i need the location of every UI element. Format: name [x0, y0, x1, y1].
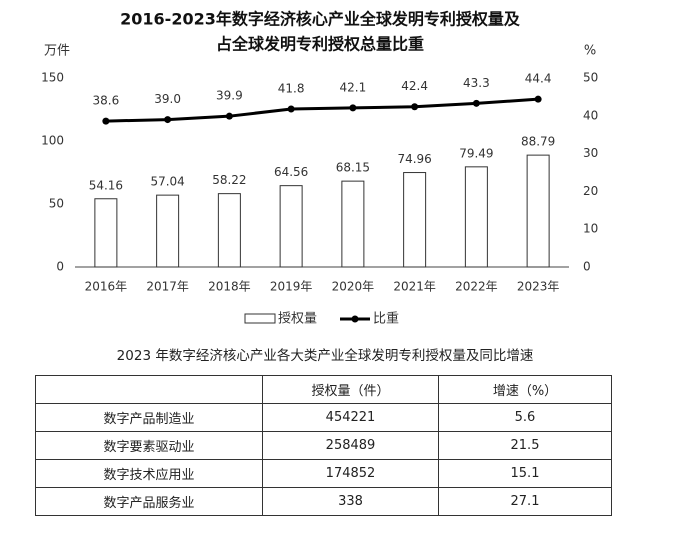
bar	[279, 185, 303, 268]
data-label: 43.3	[463, 76, 490, 90]
data-label: 64.56	[274, 165, 308, 179]
table-cell: 数字技术应用业	[35, 459, 263, 488]
data-label: 38.6	[93, 94, 120, 108]
bar	[156, 194, 180, 268]
table: 授权量（件） 增速（%） 数字产品制造业 454221 5.6 数字要素驱动业 2584…	[35, 375, 612, 516]
table-header-cell: 增速（%）	[438, 375, 612, 404]
chart-title: 占全球发明专利授权总量比重	[216, 35, 424, 54]
legend-label: 授权量	[278, 311, 317, 327]
line-point	[411, 103, 419, 111]
x-tick-label: 2022年	[455, 280, 498, 294]
x-tick-label: 2017年	[146, 280, 189, 294]
line-point	[164, 116, 172, 124]
y-tick-label: 150	[41, 71, 64, 85]
table-cell: 21.5	[438, 431, 612, 460]
y2-tick-label: 20	[583, 184, 598, 198]
x-tick-label: 2021年	[393, 280, 436, 294]
data-label: 79.49	[459, 146, 493, 160]
bar	[403, 172, 427, 268]
table-row: 数字产品制造业 454221 5.6	[35, 403, 612, 432]
legend-swatch	[351, 315, 359, 323]
chart: 2016-2023年数字经济核心产业全球发明专利授权量及 占全球发明专利授权总量…	[41, 10, 598, 327]
y2-axis-label: %	[584, 44, 596, 59]
table-title: 2023 年数字经济核心产业各大类产业全球发明专利授权量及同比增速	[116, 348, 534, 364]
table-cell	[35, 375, 263, 404]
table-cell: 数字要素驱动业	[35, 431, 263, 460]
line-point	[472, 99, 480, 107]
data-label: 39.9	[216, 89, 243, 103]
table-header-cell: 授权量（件）	[262, 375, 439, 404]
data-label: 68.15	[336, 161, 370, 175]
bar	[341, 180, 365, 268]
table-cell: 15.1	[438, 459, 612, 488]
x-tick-label: 2018年	[208, 280, 251, 294]
x-tick-label: 2020年	[332, 280, 375, 294]
data-label: 57.04	[150, 175, 184, 189]
line	[105, 97, 539, 123]
data-label: 42.4	[401, 79, 428, 93]
table-cell: 454221	[262, 403, 439, 432]
y2-tick-label: 30	[583, 146, 598, 160]
line-point	[349, 104, 357, 112]
y-tick-label: 0	[56, 260, 64, 274]
table-cell: 258489	[262, 431, 439, 460]
data-label: 88.79	[521, 135, 555, 149]
data-label: 42.1	[340, 80, 367, 94]
y-tick-label: 100	[41, 134, 64, 148]
y2-tick-label: 40	[583, 108, 598, 122]
data-label: 41.8	[278, 81, 305, 95]
bar	[94, 198, 118, 268]
table-cell: 27.1	[438, 487, 612, 516]
x-tick-label: 2023年	[517, 280, 560, 294]
y-tick-label: 50	[49, 197, 64, 211]
table-cell: 174852	[262, 459, 439, 488]
line-point	[102, 117, 110, 125]
table-cell: 数字产品服务业	[35, 487, 263, 516]
y2-tick-label: 50	[583, 71, 598, 85]
chart-title: 2016-2023年数字经济核心产业全球发明专利授权量及	[120, 10, 521, 29]
data-label: 58.22	[212, 173, 246, 187]
table-row: 数字技术应用业 174852 15.1	[35, 459, 612, 488]
data-label: 44.4	[525, 72, 552, 86]
bar	[464, 166, 488, 268]
table-cell: 数字产品制造业	[35, 403, 263, 432]
line-point	[225, 112, 233, 120]
x-tick-label: 2016年	[85, 280, 128, 294]
bar	[217, 193, 241, 268]
data-label: 39.0	[154, 92, 181, 106]
data-label: 74.96	[397, 152, 431, 166]
y-axis-label: 万件	[44, 44, 70, 59]
line-point	[287, 105, 295, 113]
table-cell: 5.6	[438, 403, 612, 432]
table-row: 数字要素驱动业 258489 21.5	[35, 431, 612, 460]
table-row: 数字产品服务业 338 27.1	[35, 487, 612, 516]
table-header: 授权量（件） 增速（%）	[35, 375, 612, 404]
x-tick-label: 2019年	[270, 280, 313, 294]
y2-tick-label: 0	[583, 260, 591, 274]
legend-label: 比重	[373, 311, 399, 327]
legend-swatch	[244, 313, 276, 324]
y2-tick-label: 10	[583, 222, 598, 236]
bar	[526, 154, 550, 268]
data-label: 54.16	[89, 178, 123, 192]
line-point	[534, 95, 542, 103]
table-cell: 338	[262, 487, 439, 516]
